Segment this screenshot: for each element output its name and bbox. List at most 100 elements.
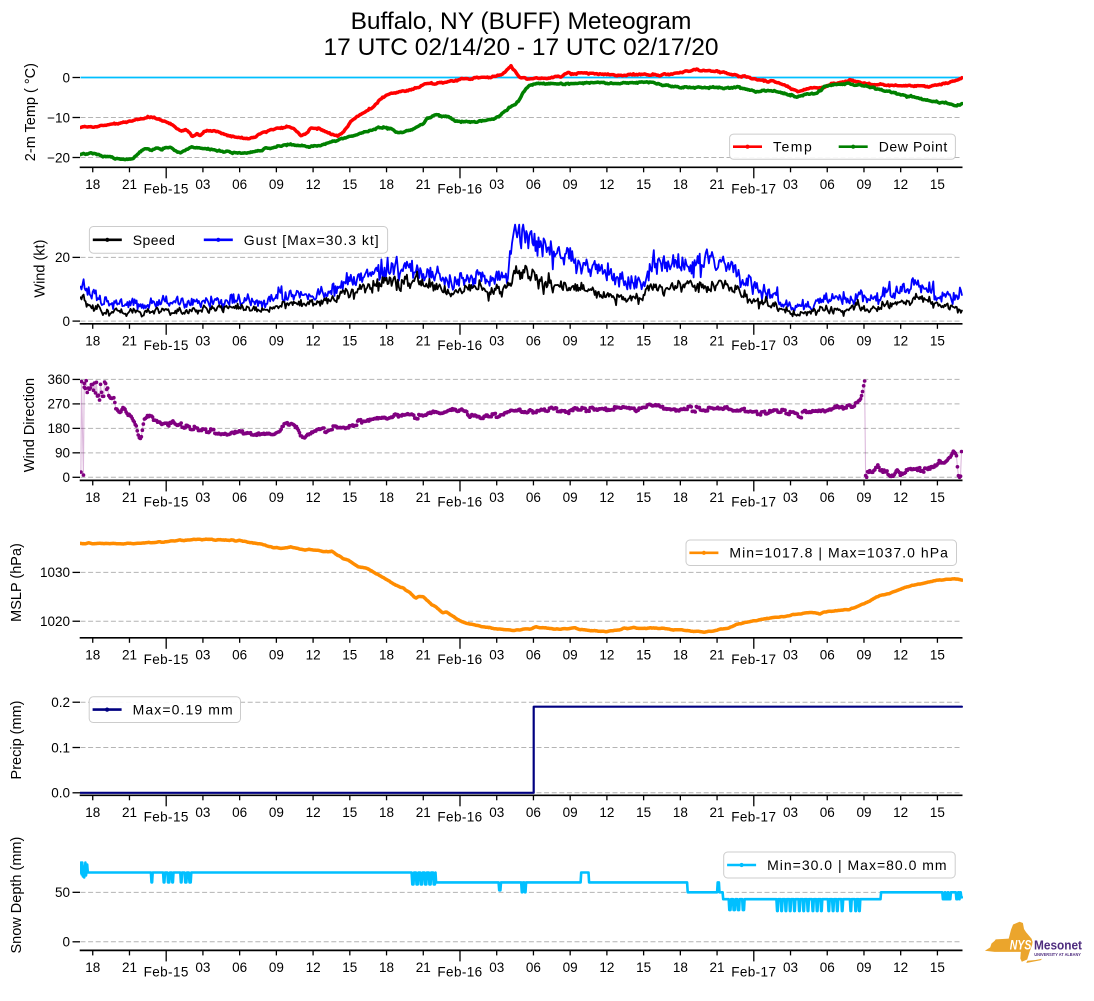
svg-text:15: 15: [930, 490, 945, 505]
svg-text:06: 06: [526, 960, 541, 975]
svg-text:06: 06: [820, 960, 835, 975]
svg-text:18: 18: [673, 960, 688, 975]
svg-text:18: 18: [673, 490, 688, 505]
svg-text:18: 18: [379, 177, 394, 192]
svg-text:Feb-15: Feb-15: [144, 810, 189, 825]
svg-text:0.0: 0.0: [51, 786, 70, 801]
svg-text:09: 09: [269, 490, 284, 505]
svg-text:12: 12: [893, 490, 908, 505]
svg-text:Max=0.19 mm: Max=0.19 mm: [133, 702, 234, 718]
svg-text:18: 18: [379, 334, 394, 349]
svg-text:21: 21: [710, 334, 725, 349]
svg-text:18: 18: [85, 177, 100, 192]
svg-text:Dew Point: Dew Point: [879, 139, 948, 155]
svg-text:21: 21: [122, 177, 137, 192]
svg-text:21: 21: [416, 805, 431, 820]
svg-text:15: 15: [636, 960, 651, 975]
svg-text:15: 15: [342, 177, 357, 192]
svg-text:09: 09: [856, 960, 871, 975]
svg-text:03: 03: [783, 490, 798, 505]
svg-text:15: 15: [636, 490, 651, 505]
svg-text:06: 06: [232, 648, 247, 663]
svg-text:12: 12: [599, 960, 614, 975]
svg-text:Feb-17: Feb-17: [731, 495, 776, 510]
svg-text:Min=1017.8 | Max=1037.0 hPa: Min=1017.8 | Max=1037.0 hPa: [729, 545, 949, 561]
svg-text:Feb-17: Feb-17: [731, 338, 776, 353]
svg-text:03: 03: [489, 490, 504, 505]
svg-text:21: 21: [710, 960, 725, 975]
svg-text:18: 18: [673, 648, 688, 663]
svg-text:15: 15: [636, 334, 651, 349]
svg-text:06: 06: [232, 334, 247, 349]
svg-text:−20: −20: [47, 150, 70, 165]
svg-text:18: 18: [85, 648, 100, 663]
svg-text:Speed: Speed: [133, 232, 175, 248]
svg-text:12: 12: [306, 177, 321, 192]
svg-text:12: 12: [306, 648, 321, 663]
svg-text:09: 09: [563, 177, 578, 192]
svg-text:0: 0: [62, 470, 70, 485]
svg-text:0: 0: [62, 935, 70, 950]
svg-text:50: 50: [55, 885, 70, 900]
svg-text:03: 03: [783, 648, 798, 663]
svg-text:06: 06: [526, 490, 541, 505]
svg-text:18: 18: [85, 960, 100, 975]
svg-text:Mesonet: Mesonet: [1034, 938, 1083, 953]
svg-text:06: 06: [820, 490, 835, 505]
svg-text:06: 06: [820, 334, 835, 349]
svg-text:09: 09: [269, 177, 284, 192]
svg-text:06: 06: [232, 490, 247, 505]
svg-text:0: 0: [62, 314, 70, 329]
svg-text:Feb-16: Feb-16: [437, 182, 482, 197]
svg-text:18: 18: [673, 334, 688, 349]
svg-text:09: 09: [856, 334, 871, 349]
svg-text:06: 06: [526, 648, 541, 663]
svg-text:Feb-16: Feb-16: [437, 652, 482, 667]
svg-text:03: 03: [783, 334, 798, 349]
svg-text:−10: −10: [47, 110, 70, 125]
svg-text:15: 15: [636, 648, 651, 663]
svg-text:12: 12: [306, 490, 321, 505]
svg-text:21: 21: [416, 177, 431, 192]
svg-text:15: 15: [930, 648, 945, 663]
svg-text:06: 06: [820, 805, 835, 820]
svg-text:12: 12: [893, 648, 908, 663]
svg-text:06: 06: [232, 805, 247, 820]
svg-text:Feb-16: Feb-16: [437, 495, 482, 510]
svg-text:09: 09: [856, 805, 871, 820]
svg-text:21: 21: [122, 334, 137, 349]
svg-text:03: 03: [783, 960, 798, 975]
svg-text:03: 03: [195, 177, 210, 192]
svg-text:06: 06: [526, 177, 541, 192]
svg-text:21: 21: [710, 648, 725, 663]
svg-text:15: 15: [930, 805, 945, 820]
svg-text:21: 21: [416, 648, 431, 663]
svg-text:09: 09: [269, 805, 284, 820]
svg-text:12: 12: [599, 334, 614, 349]
svg-text:18: 18: [85, 334, 100, 349]
svg-text:Feb-15: Feb-15: [144, 338, 189, 353]
svg-text:Feb-16: Feb-16: [437, 810, 482, 825]
svg-text:NYS: NYS: [1010, 938, 1032, 954]
svg-text:03: 03: [783, 805, 798, 820]
svg-text:21: 21: [122, 805, 137, 820]
svg-text:18: 18: [673, 805, 688, 820]
svg-text:03: 03: [489, 805, 504, 820]
svg-text:09: 09: [563, 805, 578, 820]
svg-text:21: 21: [416, 960, 431, 975]
svg-text:03: 03: [489, 960, 504, 975]
svg-text:Gust [Max=30.3 kt]: Gust [Max=30.3 kt]: [244, 232, 380, 248]
svg-text:15: 15: [342, 648, 357, 663]
svg-text:Feb-17: Feb-17: [731, 652, 776, 667]
svg-text:1020: 1020: [40, 614, 70, 629]
svg-text:17 UTC 02/14/20 - 17 UTC 02/17: 17 UTC 02/14/20 - 17 UTC 02/17/20: [324, 34, 719, 61]
svg-text:12: 12: [599, 490, 614, 505]
svg-text:09: 09: [563, 334, 578, 349]
svg-text:180: 180: [47, 421, 70, 436]
svg-text:09: 09: [856, 490, 871, 505]
svg-text:Temp: Temp: [773, 139, 813, 155]
svg-text:06: 06: [820, 648, 835, 663]
svg-text:03: 03: [195, 805, 210, 820]
svg-text:21: 21: [710, 805, 725, 820]
svg-text:18: 18: [85, 490, 100, 505]
